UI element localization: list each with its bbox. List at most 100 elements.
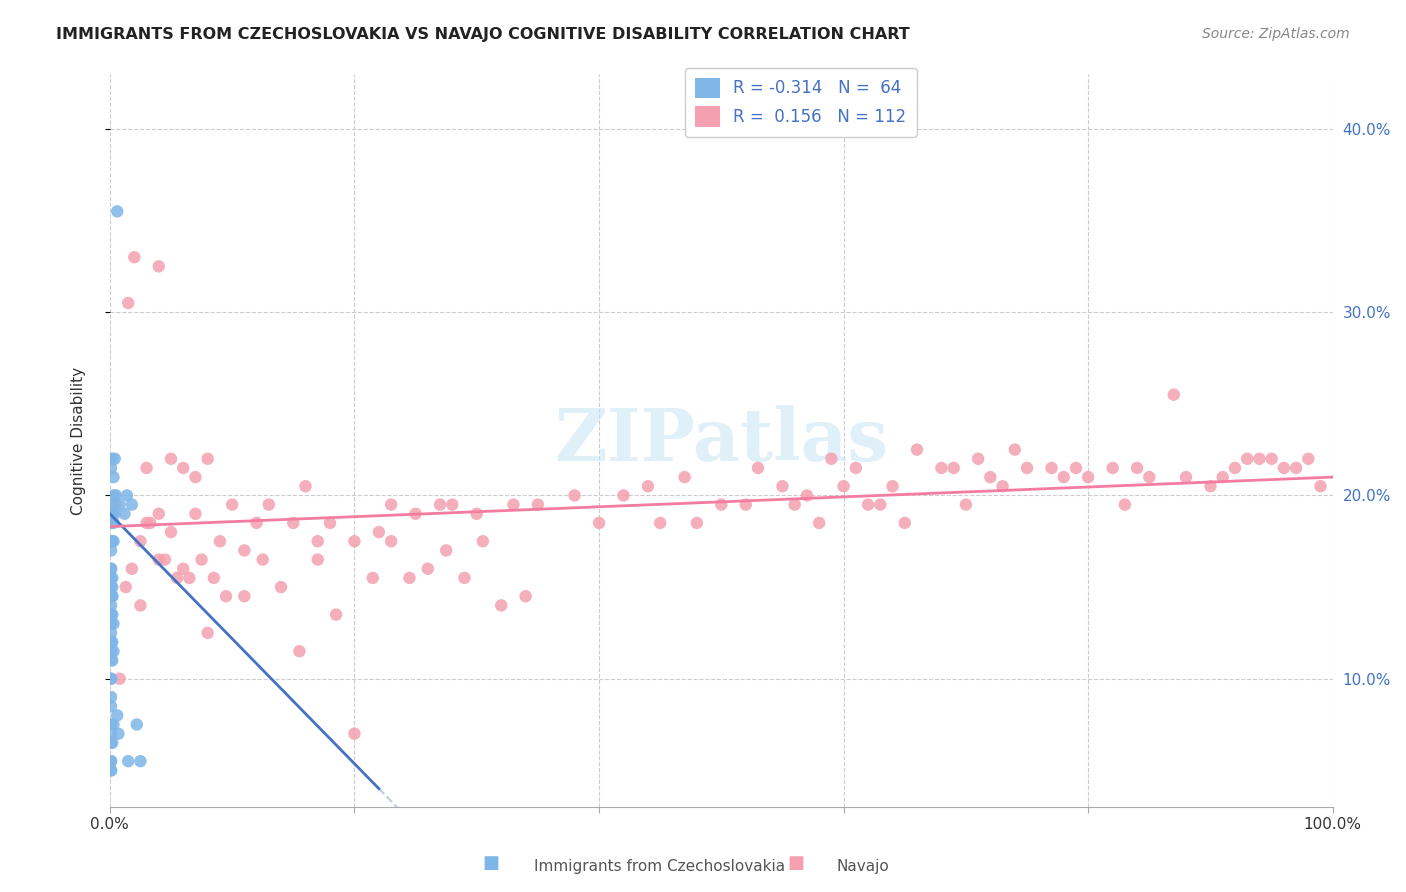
Point [129,599,152,613]
Point [380,534,402,549]
Point [796,488,818,502]
Point [856,498,879,512]
Point [270,580,292,594]
Point [100,507,122,521]
Point [114,507,136,521]
Point [100,736,122,750]
Point [1053,470,1076,484]
Point [101,498,124,512]
Point [100,672,122,686]
Point [108,498,131,512]
Point [101,571,124,585]
Point [129,534,152,549]
Point [172,562,194,576]
Point [1015,461,1038,475]
Point [160,451,183,466]
Point [637,479,659,493]
Point [135,516,157,530]
Point [808,516,831,530]
Point [955,498,977,512]
Point [612,488,634,502]
Point [471,534,494,549]
Point [103,470,125,484]
Point [105,204,128,219]
Point [931,461,953,475]
Point [246,516,269,530]
Point [515,589,537,603]
Point [100,699,122,714]
Point [1199,479,1222,493]
Point [100,571,122,585]
Text: IMMIGRANTS FROM CZECHOSLOVAKIA VS NAVAJO COGNITIVE DISABILITY CORRELATION CHART: IMMIGRANTS FROM CZECHOSLOVAKIA VS NAVAJO… [56,27,910,42]
Point [115,488,138,502]
Point [101,607,124,622]
Point [1285,461,1308,475]
Point [942,461,965,475]
Point [221,498,243,512]
Point [208,534,231,549]
Point [1137,470,1160,484]
Point [148,507,170,521]
Point [160,525,183,540]
Point [135,461,157,475]
Point [103,616,125,631]
Legend: R = -0.314   N =  64, R =  0.156   N = 112: R = -0.314 N = 64, R = 0.156 N = 112 [685,68,917,136]
Point [288,644,311,658]
Point [104,498,127,512]
Point [257,498,280,512]
Point [184,470,207,484]
Point [1004,442,1026,457]
Point [202,571,225,585]
Point [869,498,891,512]
Point [100,690,122,704]
Point [107,727,129,741]
Point [100,717,122,731]
Point [783,498,806,512]
Point [100,635,122,649]
Point [153,552,176,566]
Point [100,754,122,768]
Point [101,534,124,549]
Point [190,552,212,566]
Point [967,451,990,466]
Point [489,599,512,613]
Point [100,727,122,741]
Point [103,534,125,549]
Point [747,461,769,475]
Point [1260,451,1282,466]
Point [103,644,125,658]
Point [148,552,170,566]
Point [1126,461,1149,475]
Point [129,754,152,768]
Point [453,571,475,585]
Point [1223,461,1246,475]
Point [197,451,219,466]
Point [893,516,915,530]
Point [1309,479,1331,493]
Text: ZIPatlas: ZIPatlas [554,405,889,476]
Point [588,516,610,530]
Point [465,507,488,521]
Point [103,516,125,530]
Point [845,461,868,475]
Point [527,498,550,512]
Point [650,516,672,530]
Point [100,764,122,778]
Point [104,488,127,502]
Point [101,451,124,466]
Point [101,589,124,603]
Point [124,250,146,264]
Point [172,461,194,475]
Point [100,653,122,667]
Point [100,754,122,768]
Text: ■: ■ [482,855,499,872]
Point [101,635,124,649]
Point [252,552,274,566]
Point [1064,461,1087,475]
Point [179,571,201,585]
Point [429,498,451,512]
Point [100,672,122,686]
Point [1272,461,1295,475]
Point [104,451,127,466]
Point [434,543,457,558]
